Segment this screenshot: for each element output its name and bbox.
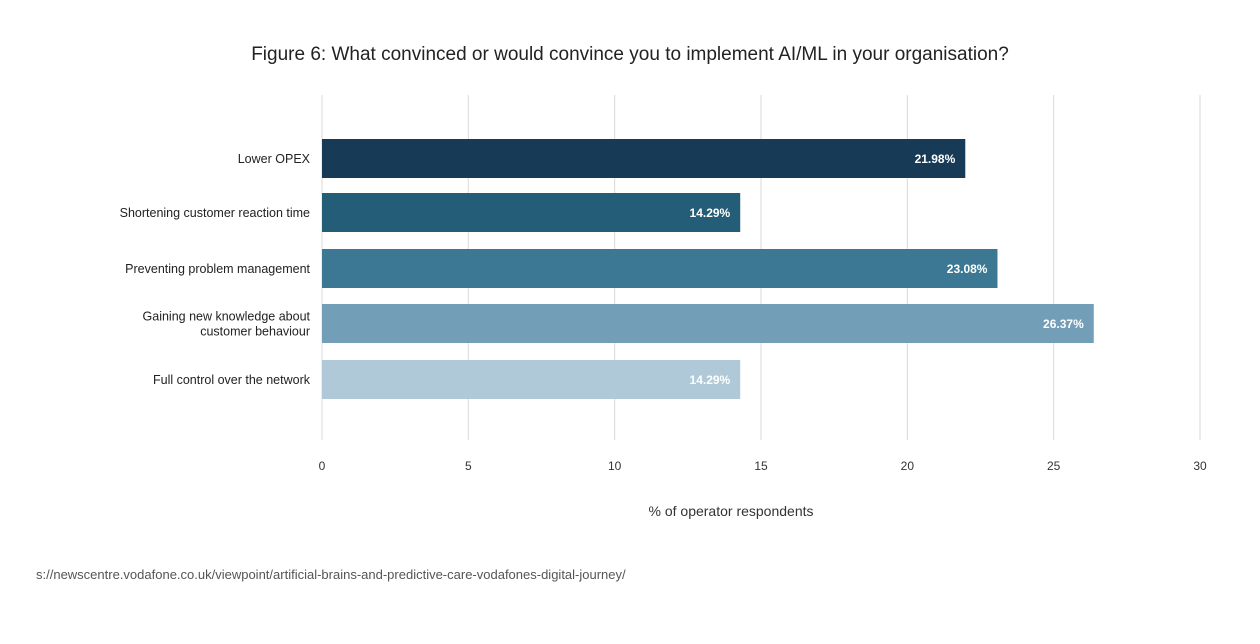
category-label: Full control over the network <box>153 373 311 387</box>
category-label: Gaining new knowledge about <box>143 310 311 324</box>
data-label: 23.08% <box>947 262 988 276</box>
data-label: 14.29% <box>690 373 731 387</box>
x-tick-label: 10 <box>608 459 622 473</box>
bar <box>322 193 741 232</box>
x-tick-label: 30 <box>1193 459 1207 473</box>
category-label: Preventing problem management <box>125 262 310 276</box>
data-label: 21.98% <box>915 152 956 166</box>
x-tick-label: 15 <box>754 459 768 473</box>
bar <box>322 304 1094 343</box>
data-label: 26.37% <box>1043 317 1084 331</box>
data-label: 14.29% <box>690 206 731 220</box>
category-label: Lower OPEX <box>238 152 311 166</box>
bar <box>322 139 966 178</box>
x-tick-label: 25 <box>1047 459 1061 473</box>
source-url: s://newscentre.vodafone.co.uk/viewpoint/… <box>36 567 626 582</box>
x-tick-label: 5 <box>465 459 472 473</box>
x-tick-label: 20 <box>901 459 915 473</box>
category-label: Shortening customer reaction time <box>120 206 310 220</box>
category-label: customer behaviour <box>200 325 310 339</box>
chart-title: Figure 6: What convinced or would convin… <box>251 44 1009 65</box>
x-axis-label: % of operator respondents <box>649 503 814 519</box>
x-tick-label: 0 <box>319 459 326 473</box>
bar <box>322 360 741 399</box>
bar <box>322 249 998 288</box>
